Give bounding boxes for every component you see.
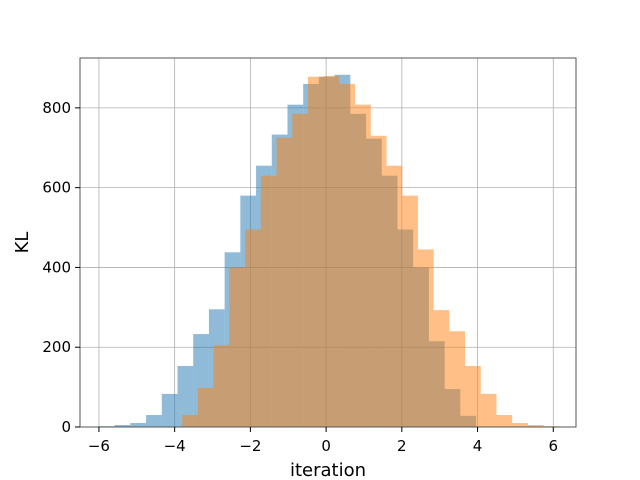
y-tick-label: 0: [61, 418, 71, 436]
histogram-bar: [449, 331, 466, 427]
histogram-bar: [417, 249, 434, 427]
histogram-bar: [339, 83, 356, 427]
histogram-bar: [161, 393, 178, 427]
histogram-bar: [402, 195, 418, 427]
histogram-bar: [355, 104, 371, 427]
histogram-bar: [496, 415, 513, 427]
histogram-bar: [276, 137, 293, 427]
histogram-bar: [480, 393, 497, 427]
x-tick-label: −6: [88, 437, 110, 455]
histogram-bar: [229, 267, 246, 427]
x-tick-label: 0: [321, 437, 331, 455]
y-axis-label: KL: [12, 232, 33, 254]
histogram-bar: [130, 423, 147, 427]
histogram-bar: [177, 365, 194, 427]
histogram-bar: [433, 310, 450, 427]
histogram-bars: [98, 74, 560, 428]
y-tick-label: 800: [42, 99, 71, 117]
histogram-bar: [307, 76, 324, 427]
histogram-bar: [323, 75, 340, 427]
histogram-bar: [386, 165, 403, 427]
histogram-bar: [527, 425, 544, 427]
x-axis-label: iteration: [290, 460, 366, 480]
y-tick-label: 200: [42, 338, 71, 356]
axis-ticks: −6 −4 −2 0 2 4 6 0 200 400 600 800: [42, 99, 558, 455]
histogram-bar: [512, 423, 528, 427]
histogram-bar: [213, 345, 230, 427]
histogram-bar: [370, 135, 387, 427]
histogram-bar: [260, 175, 277, 427]
histogram-bar: [182, 415, 198, 427]
histogram-bar: [146, 415, 162, 427]
histogram-bar: [292, 113, 308, 428]
histogram-bar: [245, 229, 261, 427]
histogram-bar: [114, 425, 131, 427]
plot-frame: [79, 57, 577, 428]
x-tick-label: 6: [549, 437, 559, 455]
x-tick-label: 2: [397, 437, 407, 455]
x-tick-label: −4: [164, 437, 186, 455]
histogram-bar: [197, 387, 214, 427]
y-tick-label: 400: [42, 258, 71, 276]
y-tick-label: 600: [42, 179, 71, 197]
histogram-series-2: [182, 75, 560, 428]
x-tick-label: 4: [473, 437, 483, 455]
x-tick-label: −2: [239, 437, 261, 455]
histogram-bar: [465, 365, 481, 427]
